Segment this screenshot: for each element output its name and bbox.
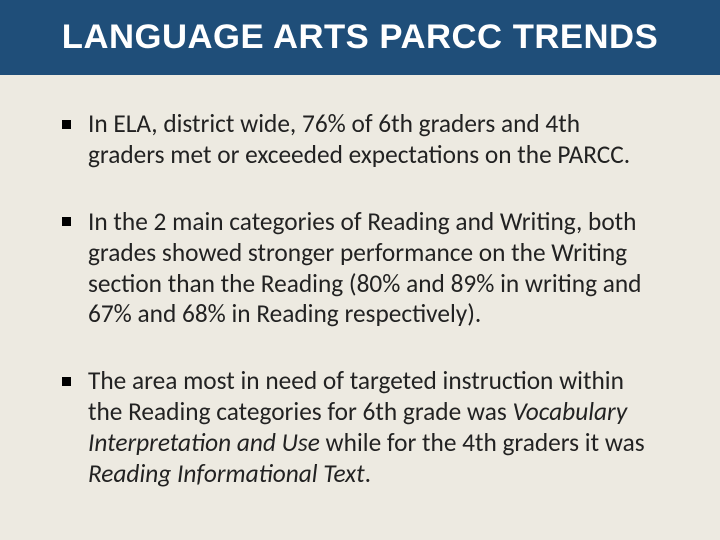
bullet-text: . <box>365 458 371 489</box>
slide-title-bar: LANGUAGE ARTS PARCC TRENDS <box>0 0 720 75</box>
bullet-text: In ELA, district wide, 76% of 6th grader… <box>88 108 630 170</box>
list-item: The area most in need of targeted instru… <box>58 366 662 490</box>
bullet-text: while for the 4th graders it was <box>320 427 645 458</box>
slide-title: LANGUAGE ARTS PARCC TRENDS <box>62 18 658 56</box>
bullet-list: In ELA, district wide, 76% of 6th grader… <box>58 109 662 490</box>
bullet-text: In the 2 main categories of Reading and … <box>88 206 641 330</box>
list-item: In ELA, district wide, 76% of 6th grader… <box>58 109 662 171</box>
list-item: In the 2 main categories of Reading and … <box>58 207 662 331</box>
slide-body: In ELA, district wide, 76% of 6th grader… <box>0 75 720 490</box>
bullet-text-emphasis: Reading Informational Text <box>88 458 365 489</box>
